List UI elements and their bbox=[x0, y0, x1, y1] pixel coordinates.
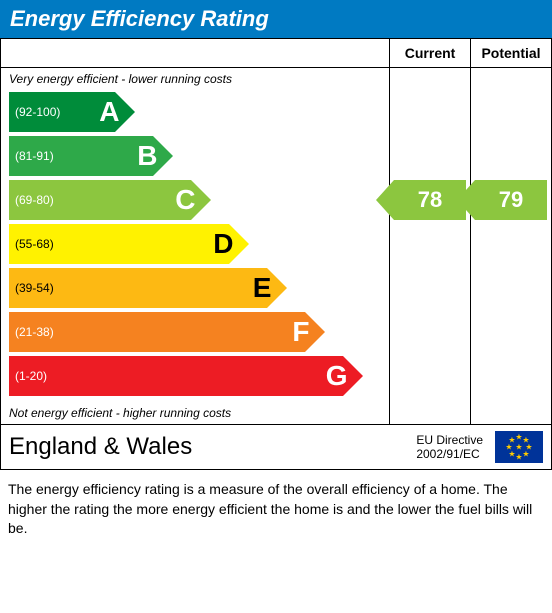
band-bar-f: (21-38)F bbox=[9, 312, 305, 352]
band-bar-d: (55-68)D bbox=[9, 224, 229, 264]
band-row-c: (69-80) C bbox=[9, 180, 389, 220]
band-range: (55-68) bbox=[15, 237, 54, 251]
description-text: The energy efficiency rating is a measur… bbox=[0, 470, 552, 549]
rating-bars: (92-100) A (81-91) B (69-80) C (55-68) D (39-54)… bbox=[1, 90, 389, 402]
band-range: (1-20) bbox=[15, 369, 47, 383]
band-range: (81-91) bbox=[15, 149, 54, 163]
col-current-header: Current bbox=[390, 39, 471, 68]
band-letter: C bbox=[175, 184, 195, 216]
band-letter: E bbox=[253, 272, 272, 304]
subtitle-top: Very energy efficient - lower running co… bbox=[1, 68, 389, 90]
chart-table: Current Potential Very energy efficient … bbox=[0, 38, 552, 470]
col-potential-header: Potential bbox=[471, 39, 552, 68]
band-letter: G bbox=[326, 360, 348, 392]
band-row-b: (81-91) B bbox=[9, 136, 389, 176]
footer-row: England & Wales EU Directive 2002/91/EC bbox=[1, 425, 552, 470]
eu-flag-icon bbox=[495, 431, 543, 463]
band-row-d: (55-68) D bbox=[9, 224, 389, 264]
eu-directive: EU Directive 2002/91/EC bbox=[416, 433, 483, 462]
band-row-g: (1-20) G bbox=[9, 356, 389, 396]
band-bar-b: (81-91)B bbox=[9, 136, 153, 176]
band-bar-c: (69-80)C bbox=[9, 180, 191, 220]
current-rating-cell: 78 bbox=[390, 68, 471, 425]
band-letter: D bbox=[213, 228, 233, 260]
bands-cell: Very energy efficient - lower running co… bbox=[1, 68, 390, 425]
chart-title: Energy Efficiency Rating bbox=[0, 0, 552, 38]
band-letter: A bbox=[99, 96, 119, 128]
band-row-e: (39-54) E bbox=[9, 268, 389, 308]
band-range: (69-80) bbox=[15, 193, 54, 207]
band-range: (21-38) bbox=[15, 325, 54, 339]
band-row-a: (92-100) A bbox=[9, 92, 389, 132]
subtitle-bottom: Not energy efficient - higher running co… bbox=[1, 402, 389, 424]
band-letter: F bbox=[292, 316, 309, 348]
band-range: (39-54) bbox=[15, 281, 54, 295]
band-range: (92-100) bbox=[15, 105, 60, 119]
band-row-f: (21-38) F bbox=[9, 312, 389, 352]
region-label: England & Wales bbox=[9, 433, 192, 461]
potential-rating-arrow: 79 bbox=[475, 180, 547, 220]
band-bar-g: (1-20)G bbox=[9, 356, 343, 396]
column-headers: Current Potential bbox=[1, 39, 552, 68]
current-rating-arrow: 78 bbox=[394, 180, 466, 220]
potential-rating-cell: 79 bbox=[471, 68, 552, 425]
band-letter: B bbox=[137, 140, 157, 172]
epc-chart: Energy Efficiency Rating Current Potenti… bbox=[0, 0, 552, 549]
band-bar-a: (92-100)A bbox=[9, 92, 115, 132]
band-bar-e: (39-54)E bbox=[9, 268, 267, 308]
